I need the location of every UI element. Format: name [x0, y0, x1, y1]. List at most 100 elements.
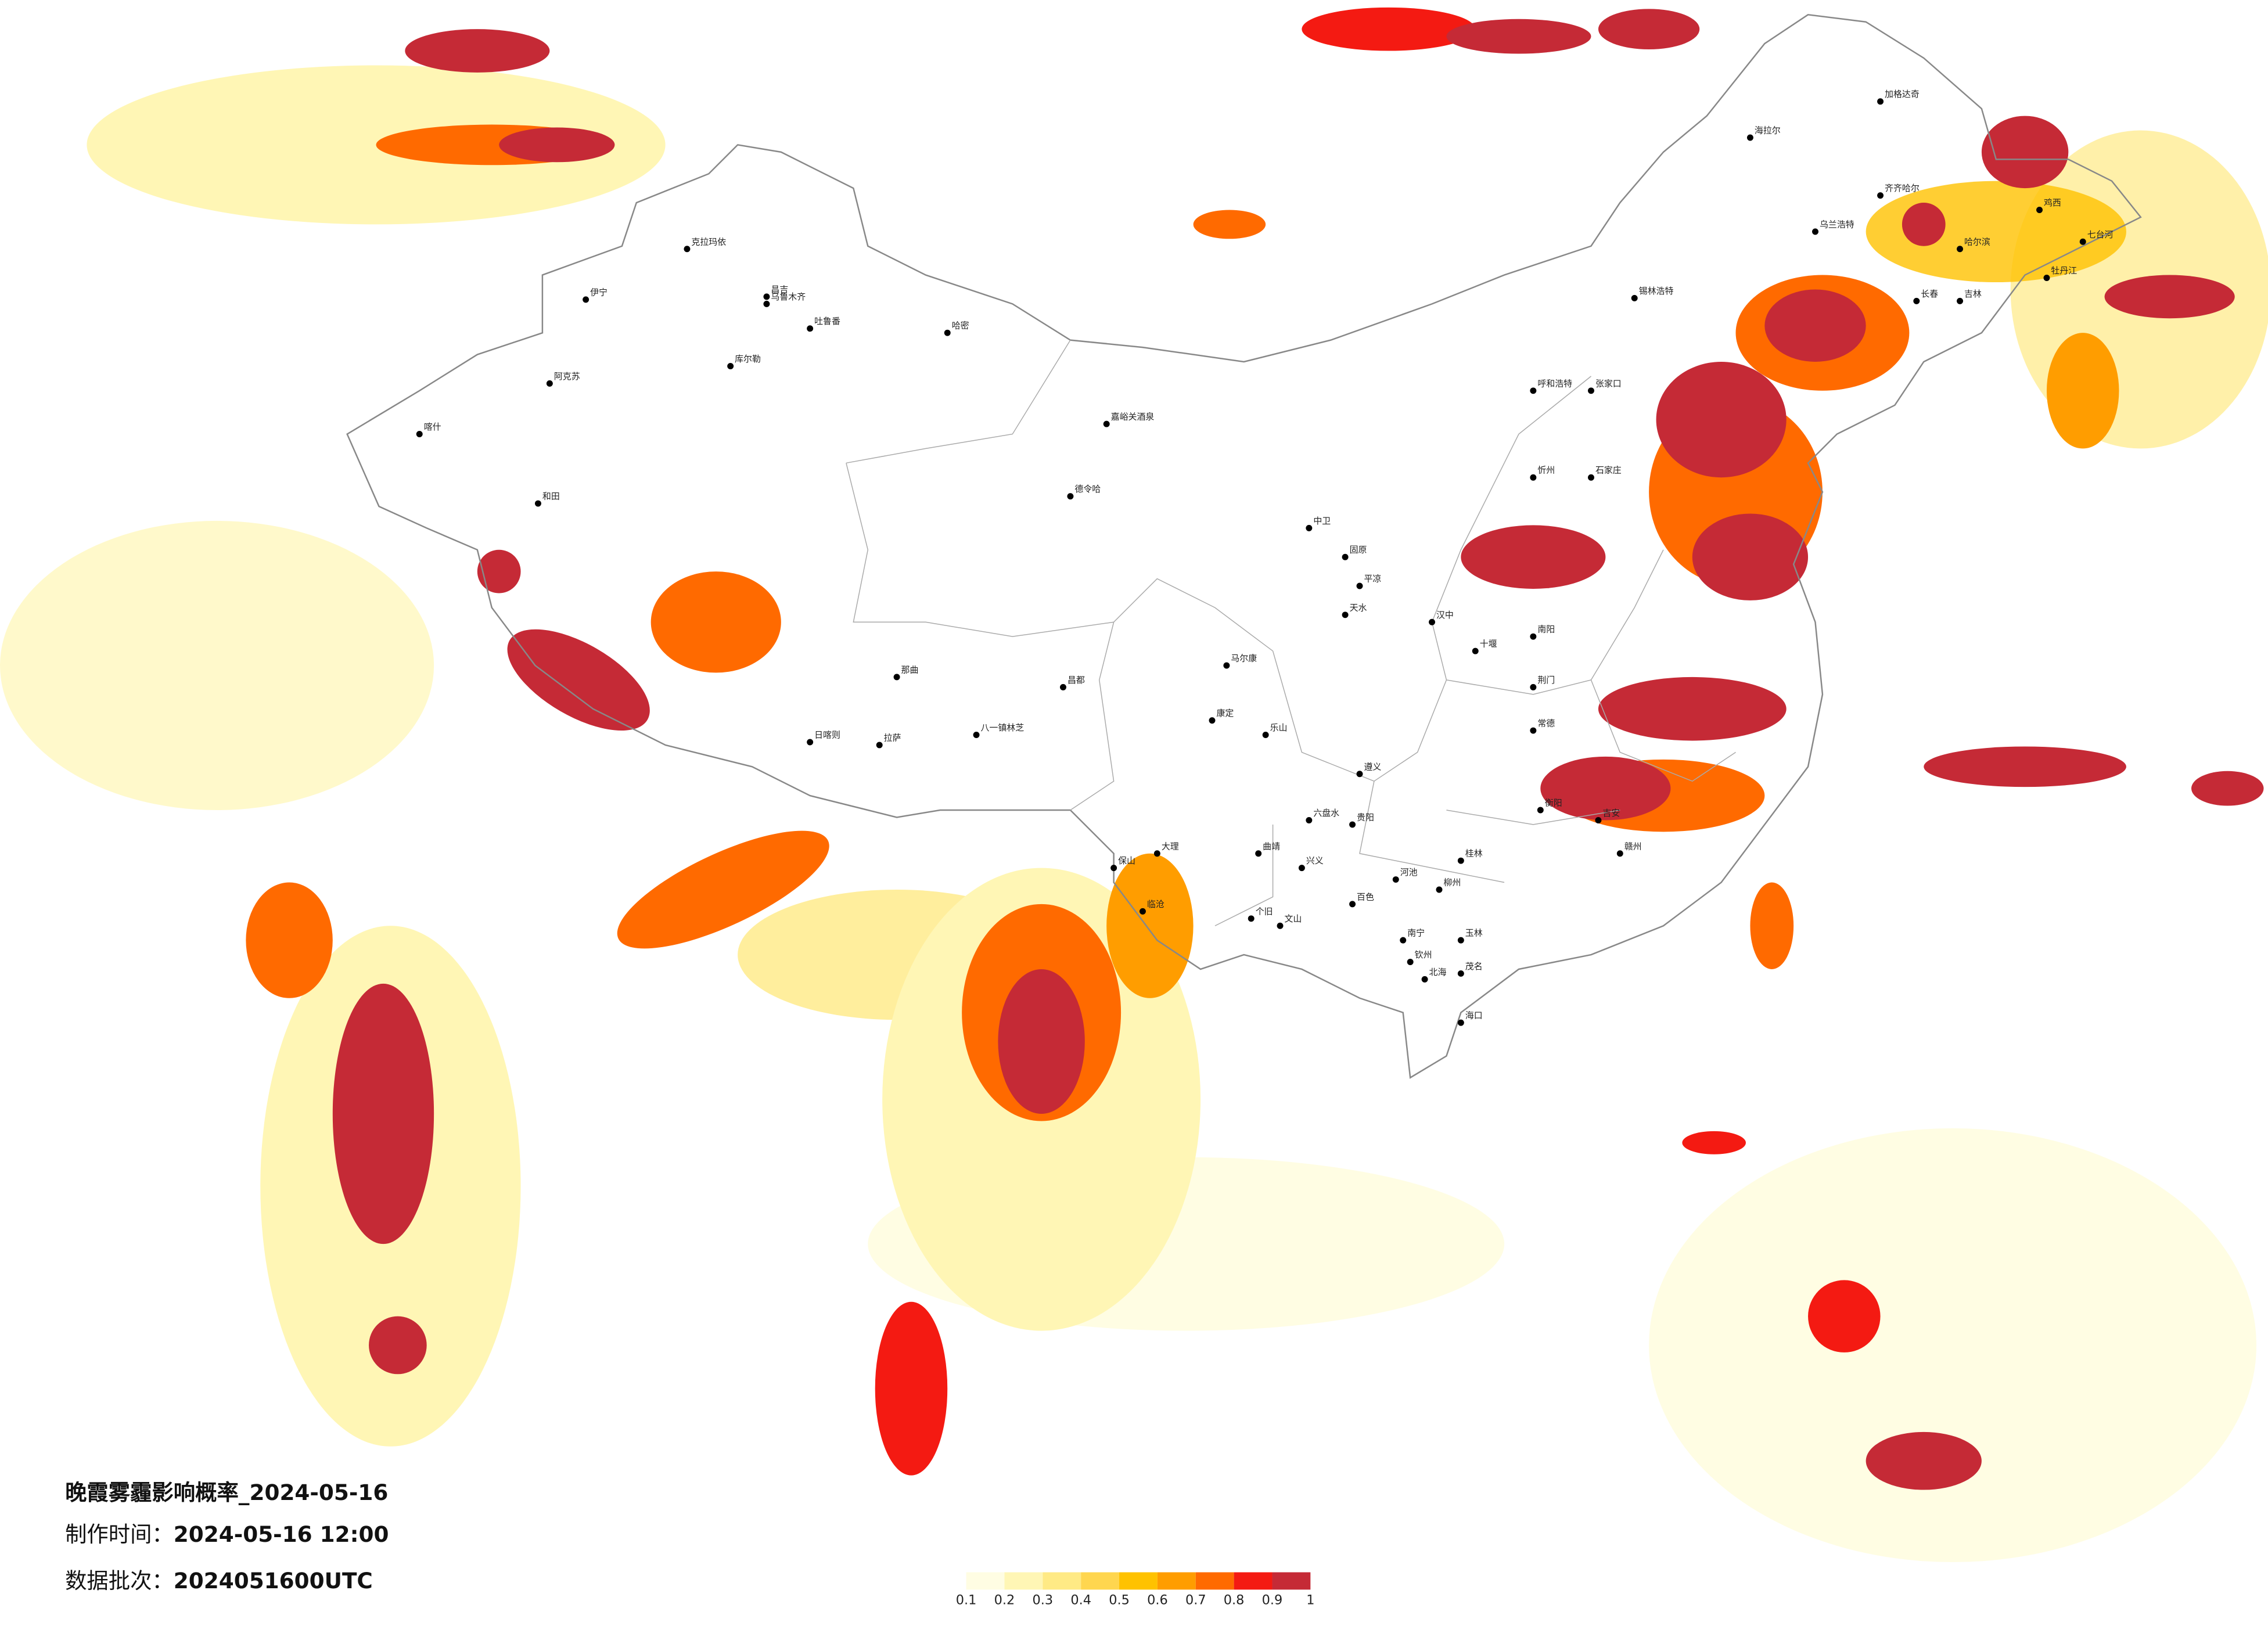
- city-label: 长春: [1921, 289, 1938, 299]
- haze-area: [1598, 677, 1787, 741]
- haze-area: [507, 629, 650, 731]
- haze-area: [1924, 746, 2126, 787]
- colorbar-tick-label: 0.6: [1147, 1592, 1168, 1607]
- haze-area: [1302, 7, 1476, 51]
- city-dot: [1349, 901, 1356, 908]
- haze-area: [998, 969, 1085, 1114]
- city-label: 保山: [1118, 855, 1135, 866]
- city-label: 昌都: [1067, 675, 1085, 685]
- city-dot: [807, 325, 814, 332]
- city-dot: [1957, 297, 1964, 304]
- haze-area: [1692, 513, 1809, 600]
- colorbar-tick-label: 0.9: [1262, 1592, 1283, 1607]
- production-time: 制作时间：2024-05-16 12:00: [65, 1521, 389, 1547]
- city-label: 乌鲁木齐: [771, 292, 806, 302]
- city-label: 和田: [542, 491, 560, 502]
- city-dot: [876, 742, 883, 749]
- city-dot: [1059, 684, 1066, 690]
- city-label: 六盘水: [1313, 808, 1339, 818]
- city-dot: [1306, 524, 1313, 531]
- province-boundary: [846, 340, 1736, 926]
- city-dot: [973, 732, 980, 738]
- city-dot: [1877, 192, 1884, 199]
- city-dot: [684, 246, 691, 253]
- city-dot: [1436, 886, 1443, 893]
- colorbar-tick-label: 0.5: [1109, 1592, 1130, 1607]
- city-label: 个旧: [1256, 906, 1273, 916]
- city-label: 喀什: [424, 422, 441, 432]
- city-dot: [1746, 134, 1753, 141]
- city-dot: [807, 739, 814, 746]
- haze-area: [2191, 771, 2264, 806]
- city-dot: [1587, 474, 1594, 481]
- city-dot: [1103, 420, 1110, 427]
- city-dot: [1587, 387, 1594, 394]
- city-label: 马尔康: [1231, 653, 1257, 664]
- city-label: 贵阳: [1357, 812, 1374, 822]
- city-label: 海拉尔: [1755, 125, 1781, 135]
- city-dot: [1223, 662, 1230, 669]
- city-dot: [1298, 865, 1305, 872]
- city-dot: [727, 362, 734, 369]
- city-dot: [1530, 633, 1537, 640]
- city-label: 那曲: [901, 664, 919, 675]
- city-label: 赣州: [1624, 841, 1642, 851]
- city-label: 拉萨: [884, 732, 901, 743]
- city-label: 吐鲁番: [814, 316, 840, 326]
- colorbar-swatch: [966, 1572, 1005, 1590]
- haze-area: [1764, 289, 1866, 362]
- colorbar-tick-label: 0.7: [1185, 1592, 1206, 1607]
- city-label: 嘉峪关酒泉: [1111, 412, 1155, 422]
- city-label: 阿克苏: [554, 371, 580, 382]
- city-label: 八一镇林芝: [981, 722, 1025, 733]
- city-dot: [1457, 970, 1464, 977]
- city-dot: [1248, 915, 1255, 922]
- city-label: 文山: [1285, 913, 1302, 924]
- city-dot: [1421, 976, 1428, 983]
- city-label: 加格达奇: [1885, 89, 1920, 99]
- city-label: 哈密: [952, 321, 969, 331]
- colorbar-tick-label: 0.3: [1033, 1592, 1054, 1607]
- city-label: 临沧: [1147, 899, 1164, 909]
- city-label: 汉中: [1436, 610, 1454, 620]
- city-dot: [1110, 865, 1117, 872]
- haze-area: [1540, 756, 1671, 821]
- haze-area: [477, 549, 521, 593]
- city-dot: [1537, 807, 1544, 814]
- colorbar-tick-label: 0.1: [956, 1592, 977, 1607]
- city-dot: [1429, 618, 1436, 625]
- haze-area: [2046, 333, 2119, 449]
- production-time-value: 2024-05-16 12:00: [174, 1521, 389, 1547]
- city-dot: [546, 380, 553, 387]
- city-dot: [1342, 611, 1349, 618]
- city-label: 日喀则: [814, 729, 840, 740]
- city-label: 吉林: [1964, 289, 1982, 299]
- city-dot: [1349, 821, 1356, 828]
- city-dot: [1342, 553, 1349, 560]
- colorbar: 0.1 0.2 0.3 0.4 0.5 0.6 0.7 0.8 0.9 1: [956, 1572, 1314, 1607]
- city-label: 锡林浩特: [1639, 286, 1674, 296]
- city-dot: [1616, 850, 1623, 857]
- city-label: 库尔勒: [735, 354, 761, 364]
- map-title: 晚霞雾霾影响概率_2024-05-16: [65, 1480, 388, 1505]
- haze-area: [2104, 275, 2235, 319]
- data-batch: 数据批次：2024051600UTC: [65, 1568, 373, 1593]
- city-label: 康定: [1216, 708, 1234, 718]
- city-label: 兴义: [1306, 855, 1324, 866]
- city-label: 乐山: [1270, 722, 1288, 733]
- haze-area: [1866, 1431, 1982, 1490]
- city-dot: [1255, 850, 1262, 857]
- country-boundary: [346, 13, 2142, 1079]
- colorbar-swatch: [1081, 1572, 1120, 1590]
- haze-area: [1446, 19, 1591, 54]
- colorbar-swatch: [1234, 1572, 1273, 1590]
- city-dot: [1457, 937, 1464, 944]
- city-label: 伊宁: [590, 287, 608, 297]
- haze-area: [332, 983, 434, 1244]
- city-label: 呼和浩特: [1537, 378, 1572, 388]
- city-label: 吉安: [1602, 808, 1620, 818]
- city-label: 衡阳: [1545, 798, 1562, 808]
- city-dot: [1277, 922, 1284, 929]
